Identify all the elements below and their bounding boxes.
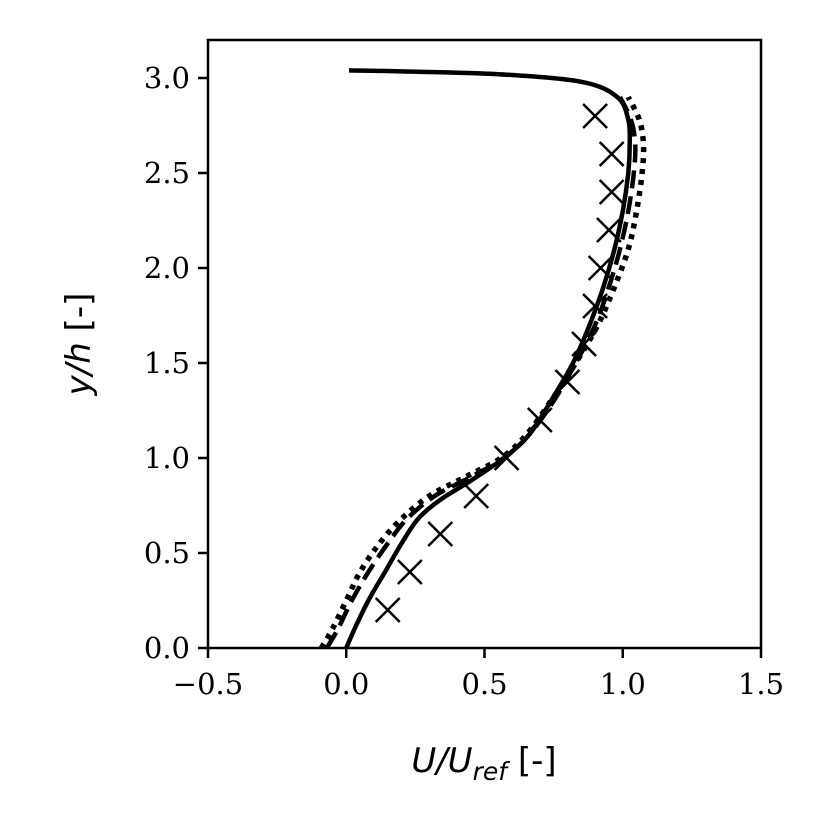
y-tick-label: 1.0 <box>144 441 190 475</box>
series-line-solid <box>344 68 633 649</box>
y-tick-label: 2.0 <box>144 251 190 285</box>
x-axis-label-subscript: ref <box>473 757 511 786</box>
x-axis-label-suffix: [-] <box>507 741 557 781</box>
data-point-marker <box>598 141 625 167</box>
y-tick-label: 2.5 <box>144 156 190 190</box>
plot-lines <box>319 68 647 650</box>
data-point-marker <box>587 255 614 281</box>
plot-frame <box>206 38 763 650</box>
x-axis-label-base: U/U <box>411 741 472 781</box>
data-point-marker <box>554 369 581 395</box>
data-point-marker <box>463 483 490 509</box>
x-tick-label: 0.0 <box>323 667 369 701</box>
x-tick-label: 0.5 <box>461 667 507 701</box>
data-point-marker <box>374 597 401 623</box>
y-axis-label-base: y/h <box>59 342 99 396</box>
y-tick-label: 0.5 <box>144 536 190 570</box>
data-point-marker <box>582 103 608 129</box>
y-axis-label: y/h [-] <box>59 293 99 397</box>
y-tick-label: 0.0 <box>144 631 190 665</box>
y-axis-ticks: 0.0 0.5 1.0 1.5 2.0 2.5 3.0 <box>144 61 208 665</box>
x-tick-label: 1.5 <box>738 667 784 701</box>
data-point-marker <box>582 293 608 319</box>
x-axis-label: U/Uref [-] <box>411 741 556 786</box>
x-tick-label: 1.0 <box>600 667 646 701</box>
data-point-marker <box>526 407 553 433</box>
data-point-marker <box>396 559 423 585</box>
data-point-marker <box>598 179 625 205</box>
data-point-marker <box>427 521 454 547</box>
series-line-dashed <box>324 95 638 650</box>
x-axis-ticks: −0.5 0.0 0.5 1.0 1.5 <box>173 648 784 701</box>
y-tick-label: 1.5 <box>144 346 190 380</box>
y-axis-label-suffix: [-] <box>59 293 99 343</box>
plot-markers <box>374 103 625 623</box>
data-point-marker <box>596 217 622 243</box>
series-line-dotted <box>319 95 647 650</box>
x-tick-label: −0.5 <box>173 667 243 701</box>
y-tick-label: 3.0 <box>144 61 190 95</box>
data-point-marker <box>493 445 520 471</box>
data-point-marker <box>571 331 597 357</box>
